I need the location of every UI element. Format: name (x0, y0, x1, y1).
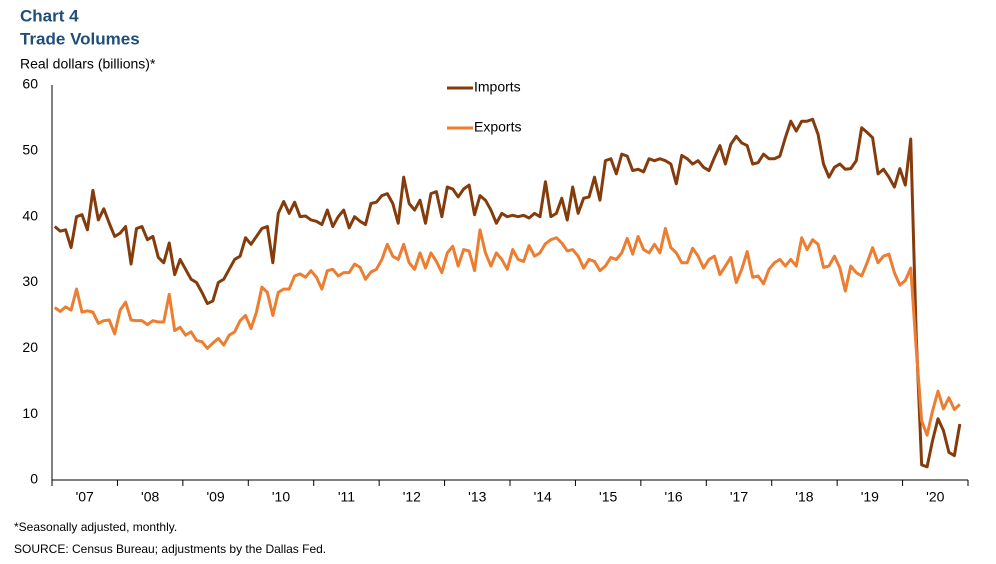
y-tick-label: 30 (22, 273, 38, 289)
footnote: *Seasonally adjusted, monthly. (14, 520, 177, 534)
x-tick-label: '16 (664, 489, 682, 505)
legend-label: Exports (474, 119, 521, 135)
y-tick-label: 20 (22, 339, 38, 355)
x-tick-label: '11 (338, 489, 355, 505)
x-tick-label: '12 (403, 489, 421, 505)
x-tick-label: '14 (534, 489, 552, 505)
y-tick-label: 10 (22, 405, 38, 421)
y-tick-label: 50 (22, 142, 38, 158)
x-tick-label: '10 (272, 489, 290, 505)
x-tick-label: '18 (795, 489, 813, 505)
x-tick-label: '09 (206, 489, 224, 505)
y-tick-label: 40 (22, 207, 38, 223)
y-axis-label: Real dollars (billions)* (20, 56, 156, 72)
chart-subtitle: Trade Volumes (20, 29, 140, 48)
x-tick-label: '20 (926, 489, 944, 505)
x-tick-label: '19 (861, 489, 879, 505)
x-tick-label: '17 (730, 489, 748, 505)
y-tick-label: 60 (22, 76, 38, 92)
series-line (53, 227, 961, 437)
x-tick-label: '13 (468, 489, 486, 505)
x-tick-label: '15 (599, 489, 617, 505)
x-tick-label: '07 (76, 489, 94, 505)
chart-title: Chart 4 (20, 6, 79, 25)
series-line (53, 117, 962, 469)
legend-label: Imports (474, 79, 521, 95)
y-tick-label: 0 (30, 471, 38, 487)
x-tick-label: '08 (141, 489, 159, 505)
source: SOURCE: Census Bureau; adjustments by th… (14, 542, 326, 556)
